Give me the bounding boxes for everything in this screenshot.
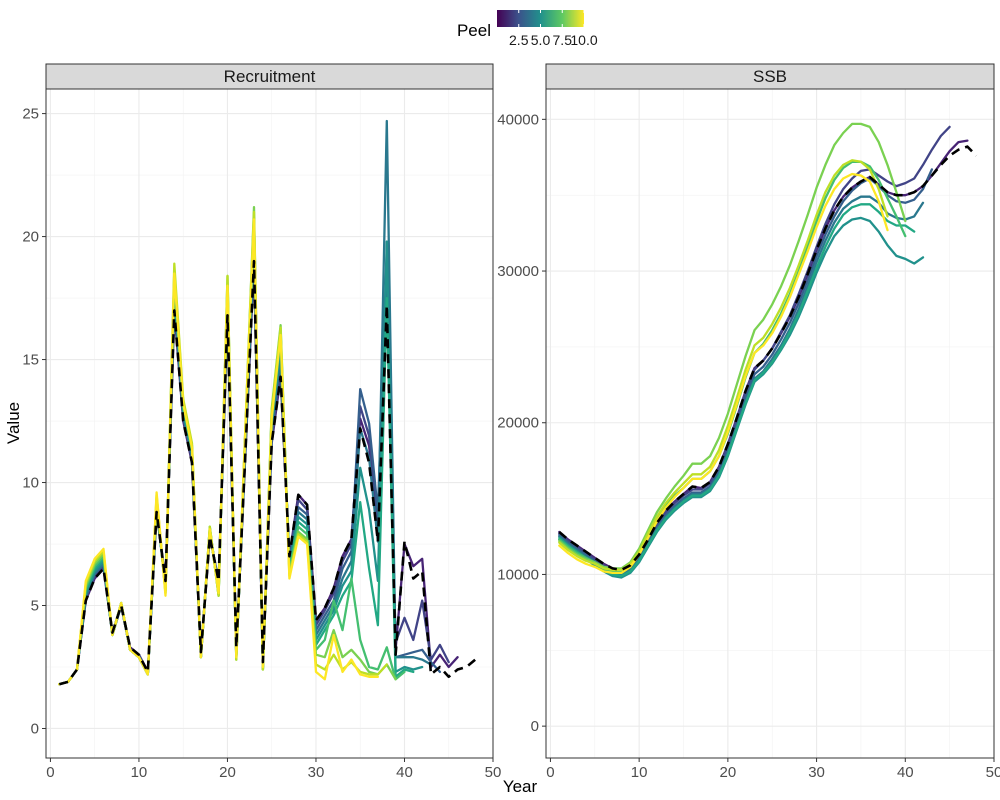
x-tick-label: 40 (396, 764, 413, 781)
y-axis-title: Value (4, 402, 23, 444)
y-tick-label: 0 (31, 720, 39, 737)
panel-recruitment: Recruitment 0 10 20 30 40 50 0 5 10 15 20 25 (22, 63, 501, 781)
legend-label: 2.5 (509, 32, 529, 48)
ssb-series-peel-10 (558, 172, 889, 575)
legend-labels: 2.5 5.0 7.510.0 (509, 32, 598, 48)
plot-area-ssb (546, 89, 994, 758)
plot-border-ssb (545, 88, 995, 759)
x-tick-label: 50 (986, 764, 1000, 781)
axes-ssb: 0 10 20 30 40 50 0 10000 20000 30000 40000 (497, 111, 1000, 781)
legend-label: 7.5 (553, 32, 573, 48)
ssb-reference-series (558, 145, 978, 572)
legend-label: 5.0 (531, 32, 551, 48)
plot-area-recruitment (46, 89, 493, 758)
axes-recruitment: 0 10 20 30 40 50 0 5 10 15 20 25 (22, 106, 501, 781)
recruitment-series-peel-10 (58, 218, 380, 686)
legend-label: 10.0 (570, 32, 597, 48)
y-tick-label: 5 (31, 598, 39, 615)
legend: Peel 2.5 5.0 7.510.0 (457, 10, 598, 48)
x-tick-label: 10 (131, 764, 148, 781)
y-tick-label: 25 (22, 106, 39, 123)
y-tick-label: 10 (22, 475, 39, 492)
y-tick-label: 15 (22, 352, 39, 369)
x-tick-label: 0 (46, 764, 54, 781)
plot-border-recruitment (45, 88, 494, 759)
y-tick-label: 10000 (497, 566, 539, 583)
legend-title: Peel (457, 21, 491, 40)
x-axis-title: Year (503, 777, 538, 796)
legend-ticks (518, 10, 585, 27)
series-group-recruitment (58, 119, 477, 686)
y-tick-label: 20000 (497, 415, 539, 432)
strip-label-recruitment: Recruitment (224, 67, 316, 86)
series-group-ssb (558, 122, 978, 579)
y-tick-label: 20 (22, 229, 39, 246)
legend-colorbar (497, 10, 584, 27)
strip-ssb (545, 63, 995, 90)
y-tick-label: 30000 (497, 263, 539, 280)
x-tick-label: 10 (631, 764, 648, 781)
recruitment-reference-series (58, 259, 477, 686)
x-tick-label: 20 (219, 764, 236, 781)
x-tick-label: 20 (720, 764, 737, 781)
panel-ssb: SSB 0 10 20 30 40 50 0 10000 20000 30000 40000 (497, 63, 1000, 781)
x-tick-label: 30 (808, 764, 825, 781)
x-tick-label: 30 (308, 764, 325, 781)
ssb-series-peel-6 (558, 203, 916, 578)
strip-label-ssb: SSB (753, 67, 787, 86)
x-tick-label: 40 (897, 764, 914, 781)
y-tick-label: 40000 (497, 111, 539, 128)
y-tick-label: 0 (531, 718, 539, 735)
x-tick-label: 0 (546, 764, 554, 781)
x-tick-label: 50 (485, 764, 502, 781)
